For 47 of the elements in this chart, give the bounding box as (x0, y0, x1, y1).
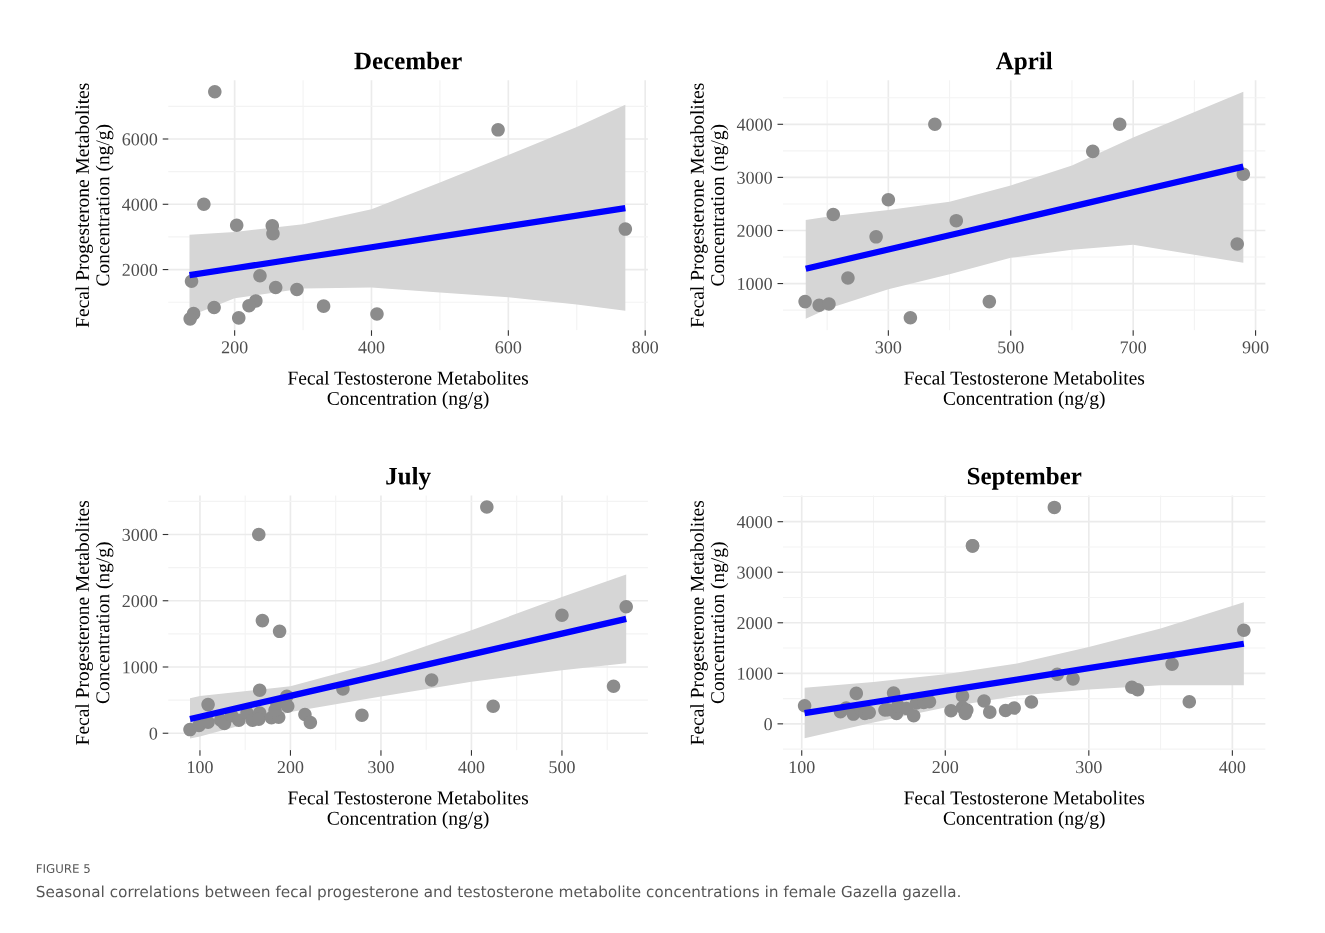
x-tick-label: 500 (549, 761, 575, 774)
chart-title: July (386, 466, 431, 490)
x-tick-label: 100 (789, 761, 815, 774)
y-tick-label: 4000 (736, 515, 772, 529)
x-tick-label: 400 (458, 761, 485, 774)
x-axis-title: Fecal Testosterone Metabolites Concentration (ng/g) (904, 790, 1145, 829)
text: Seasonal correlations between fecal progesterone and testosterone metabolite concentrations in female Gazella gazella. (36, 885, 960, 901)
x-tick-label: 900 (1242, 341, 1269, 354)
y-tick-label: 2000 (737, 617, 772, 630)
x-tick-label: 300 (875, 341, 902, 354)
caption: FIGURE 5 (36, 864, 90, 873)
x-tick-label: 400 (1219, 761, 1246, 774)
y-tick-label: 1000 (738, 667, 772, 680)
y-tick-label: 1000 (123, 661, 158, 674)
y-tick-label: 4000 (736, 118, 772, 131)
y-tick-label: 0 (764, 718, 772, 731)
x-tick-label: 800 (632, 341, 659, 354)
x-tick-label: 400 (358, 341, 385, 354)
y-tick-label: 4000 (122, 198, 158, 211)
x-axis-title: Fecal Testosterone Metabolites Concentration (ng/g) (288, 790, 529, 829)
y-axis-title: Fecal Progesterone Metabolites Concentration (ng/g) (75, 83, 114, 328)
y-axis-title: Fecal Progesterone Metabolites Concentration (ng/g) (690, 83, 729, 328)
x-tick-label: 600 (495, 341, 522, 354)
x-tick-label: 300 (368, 761, 394, 774)
y-tick-label: 2000 (737, 224, 772, 237)
y-tick-label: 3000 (737, 566, 772, 579)
x-axis-title: Fecal Testosterone Metabolites Concentration (ng/g) (904, 370, 1145, 409)
x-tick-label: 200 (221, 341, 248, 354)
y-axis-title: Fecal Progesterone Metabolites Concentration (ng/g) (690, 500, 729, 745)
x-tick-label: 200 (277, 761, 304, 774)
y-tick-label: 2000 (122, 263, 158, 277)
y-tick-label: 3000 (122, 528, 158, 541)
x-tick-label: 200 (932, 761, 959, 774)
y-axis-title: Fecal Progesterone Metabolites Concentration (ng/g) (75, 500, 114, 745)
x-tick-label: 700 (1120, 341, 1147, 354)
y-tick-label: 3000 (737, 171, 772, 184)
y-tick-label: 6000 (122, 133, 158, 146)
y-tick-label: 1000 (738, 277, 772, 291)
chart-title: December (354, 51, 462, 70)
x-tick-label: 300 (1076, 761, 1102, 774)
y-tick-label: 0 (149, 727, 158, 740)
y-tick-label: 2000 (122, 595, 158, 608)
x-axis-title: Fecal Testosterone Metabolites Concentration (ng/g) (288, 370, 529, 409)
chart-title: April (996, 51, 1053, 75)
x-tick-label: 100 (188, 761, 213, 774)
x-tick-label: 500 (998, 341, 1024, 354)
chart-title: September (967, 466, 1082, 490)
